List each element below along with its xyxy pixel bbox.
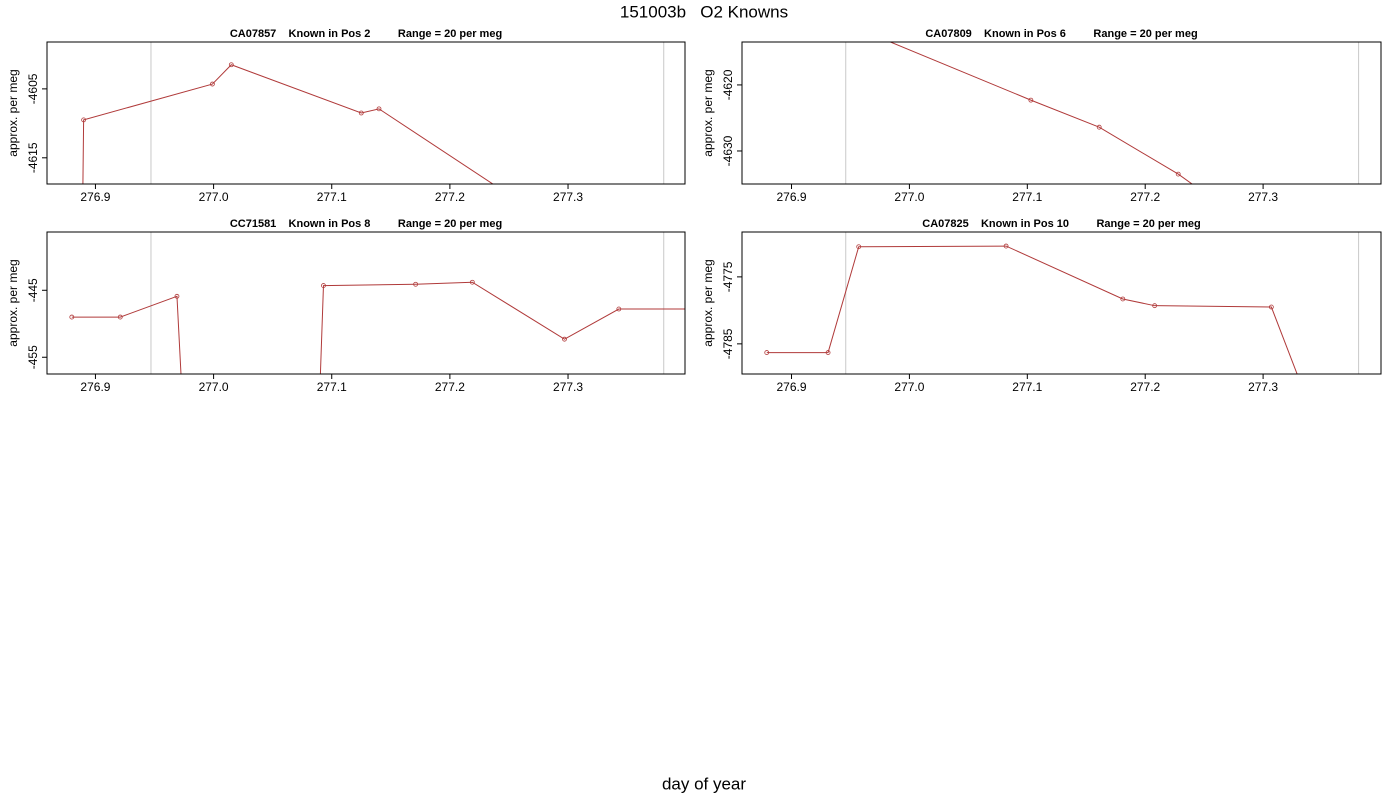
data-point — [413, 281, 419, 287]
x-tick-label: 277.1 — [317, 380, 347, 394]
data-point — [764, 350, 770, 355]
panel-title: CA07825 Known in Pos 10 Range = 20 per m… — [922, 218, 1200, 230]
x-tick-label: 277.2 — [435, 380, 465, 394]
data-point — [228, 62, 234, 68]
data-point — [174, 293, 180, 299]
y-tick-label: -4630 — [721, 135, 735, 166]
data-point — [1003, 243, 1009, 249]
plot-frame — [741, 41, 1382, 185]
figure-title: 151003b O2 Knowns — [620, 2, 788, 21]
x-tick-label: 277.0 — [199, 190, 229, 204]
x-tick-label: 277.0 — [199, 380, 229, 394]
plot-area — [69, 232, 685, 527]
x-tick-label: 277.1 — [1012, 190, 1042, 204]
x-axis-label: day of year — [662, 774, 746, 793]
data-point — [210, 81, 215, 87]
plot-area — [845, 23, 1360, 237]
data-point — [1152, 303, 1158, 309]
y-tick-label: -4775 — [721, 261, 735, 292]
y-axis-label: approx. per meg — [6, 69, 20, 156]
x-tick-label: 277.2 — [1130, 380, 1160, 394]
data-point — [469, 279, 475, 285]
data-point — [856, 244, 862, 250]
y-tick-label: -4605 — [26, 73, 40, 104]
data-point — [616, 306, 622, 312]
data-point — [1096, 124, 1102, 130]
data-line — [71, 281, 685, 374]
data-point — [358, 110, 364, 116]
data-line — [82, 64, 494, 184]
data-point — [117, 314, 123, 320]
y-axis-label: approx. per meg — [701, 259, 715, 346]
data-line — [766, 245, 1298, 374]
data-line — [889, 42, 1193, 184]
panel-title: CC71581 Known in Pos 8 Range = 20 per me… — [230, 218, 502, 230]
y-axis-label: approx. per meg — [6, 259, 20, 346]
x-tick-label: 277.2 — [1130, 190, 1160, 204]
data-point — [1175, 171, 1181, 177]
x-tick-label: 276.9 — [80, 190, 110, 204]
data-point — [1120, 296, 1126, 302]
x-tick-label: 276.9 — [777, 190, 807, 204]
data-point — [825, 350, 831, 355]
y-tick-label: -455 — [26, 345, 40, 369]
y-tick-label: -445 — [26, 278, 40, 302]
data-point — [79, 328, 83, 332]
plot-frame — [46, 231, 686, 375]
y-tick-label: -4615 — [26, 142, 40, 173]
x-tick-label: 277.3 — [553, 190, 583, 204]
x-tick-label: 277.0 — [894, 380, 924, 394]
y-tick-label: -4785 — [721, 328, 735, 359]
data-point — [1028, 97, 1034, 103]
x-tick-label: 277.1 — [1012, 380, 1042, 394]
data-point — [1268, 304, 1274, 310]
x-tick-label: 277.0 — [894, 190, 924, 204]
data-point — [562, 336, 567, 342]
x-tick-label: 277.1 — [317, 190, 347, 204]
y-axis-label: approx. per meg — [701, 69, 715, 156]
x-tick-label: 277.2 — [435, 190, 465, 204]
data-point — [81, 117, 87, 123]
plot-area — [764, 232, 1360, 389]
x-tick-label: 277.3 — [553, 380, 583, 394]
data-point — [1300, 385, 1304, 389]
x-tick-label: 277.3 — [1248, 190, 1278, 204]
x-tick-label: 277.3 — [1248, 380, 1278, 394]
plot-area — [79, 42, 665, 332]
data-point — [376, 106, 382, 112]
plot-frame — [46, 41, 686, 185]
plot-frame — [741, 231, 1382, 375]
panel-title: CA07857 Known in Pos 2 Range = 20 per me… — [230, 28, 502, 40]
data-point — [848, 23, 852, 27]
data-point — [1261, 233, 1265, 237]
panel-title: CA07809 Known in Pos 6 Range = 20 per me… — [925, 28, 1197, 40]
y-tick-label: -4620 — [721, 69, 735, 100]
x-tick-label: 276.9 — [80, 380, 110, 394]
data-point — [321, 283, 326, 288]
data-point — [187, 523, 191, 527]
x-tick-label: 276.9 — [777, 380, 807, 394]
data-point — [313, 523, 317, 527]
data-point — [69, 314, 75, 320]
